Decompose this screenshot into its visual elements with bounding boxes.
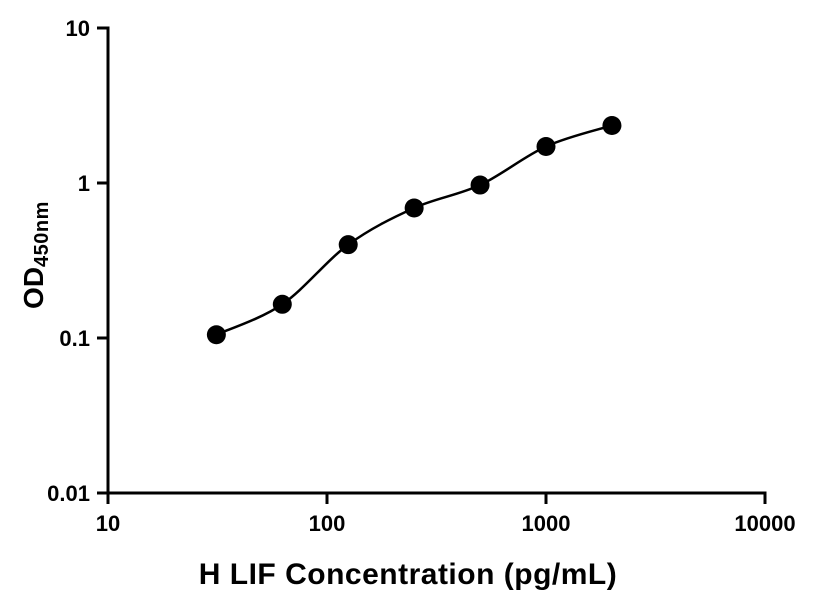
y-tick-label: 1 xyxy=(78,171,90,196)
x-tick-label: 10000 xyxy=(734,511,795,536)
data-point xyxy=(470,175,490,195)
x-tick-label: 10 xyxy=(96,511,120,536)
x-axis-title: H LIF Concentration (pg/mL) xyxy=(198,558,618,591)
data-point xyxy=(338,235,358,255)
x-tick-label: 100 xyxy=(309,511,346,536)
y-axis-title-subscript: 450nm xyxy=(31,201,53,267)
data-point xyxy=(602,115,622,135)
data-point xyxy=(536,136,556,156)
data-point xyxy=(272,294,292,314)
y-tick-label: 0.01 xyxy=(47,481,90,506)
y-axis-title-main: OD xyxy=(18,266,49,309)
data-point xyxy=(404,198,424,218)
y-axis-title: OD450nm xyxy=(14,170,54,340)
y-tick-label: 10 xyxy=(66,16,90,41)
axis-spines xyxy=(106,26,767,495)
data-point xyxy=(206,325,226,345)
y-tick-label: 0.1 xyxy=(59,326,90,351)
x-tick-label: 1000 xyxy=(522,511,571,536)
